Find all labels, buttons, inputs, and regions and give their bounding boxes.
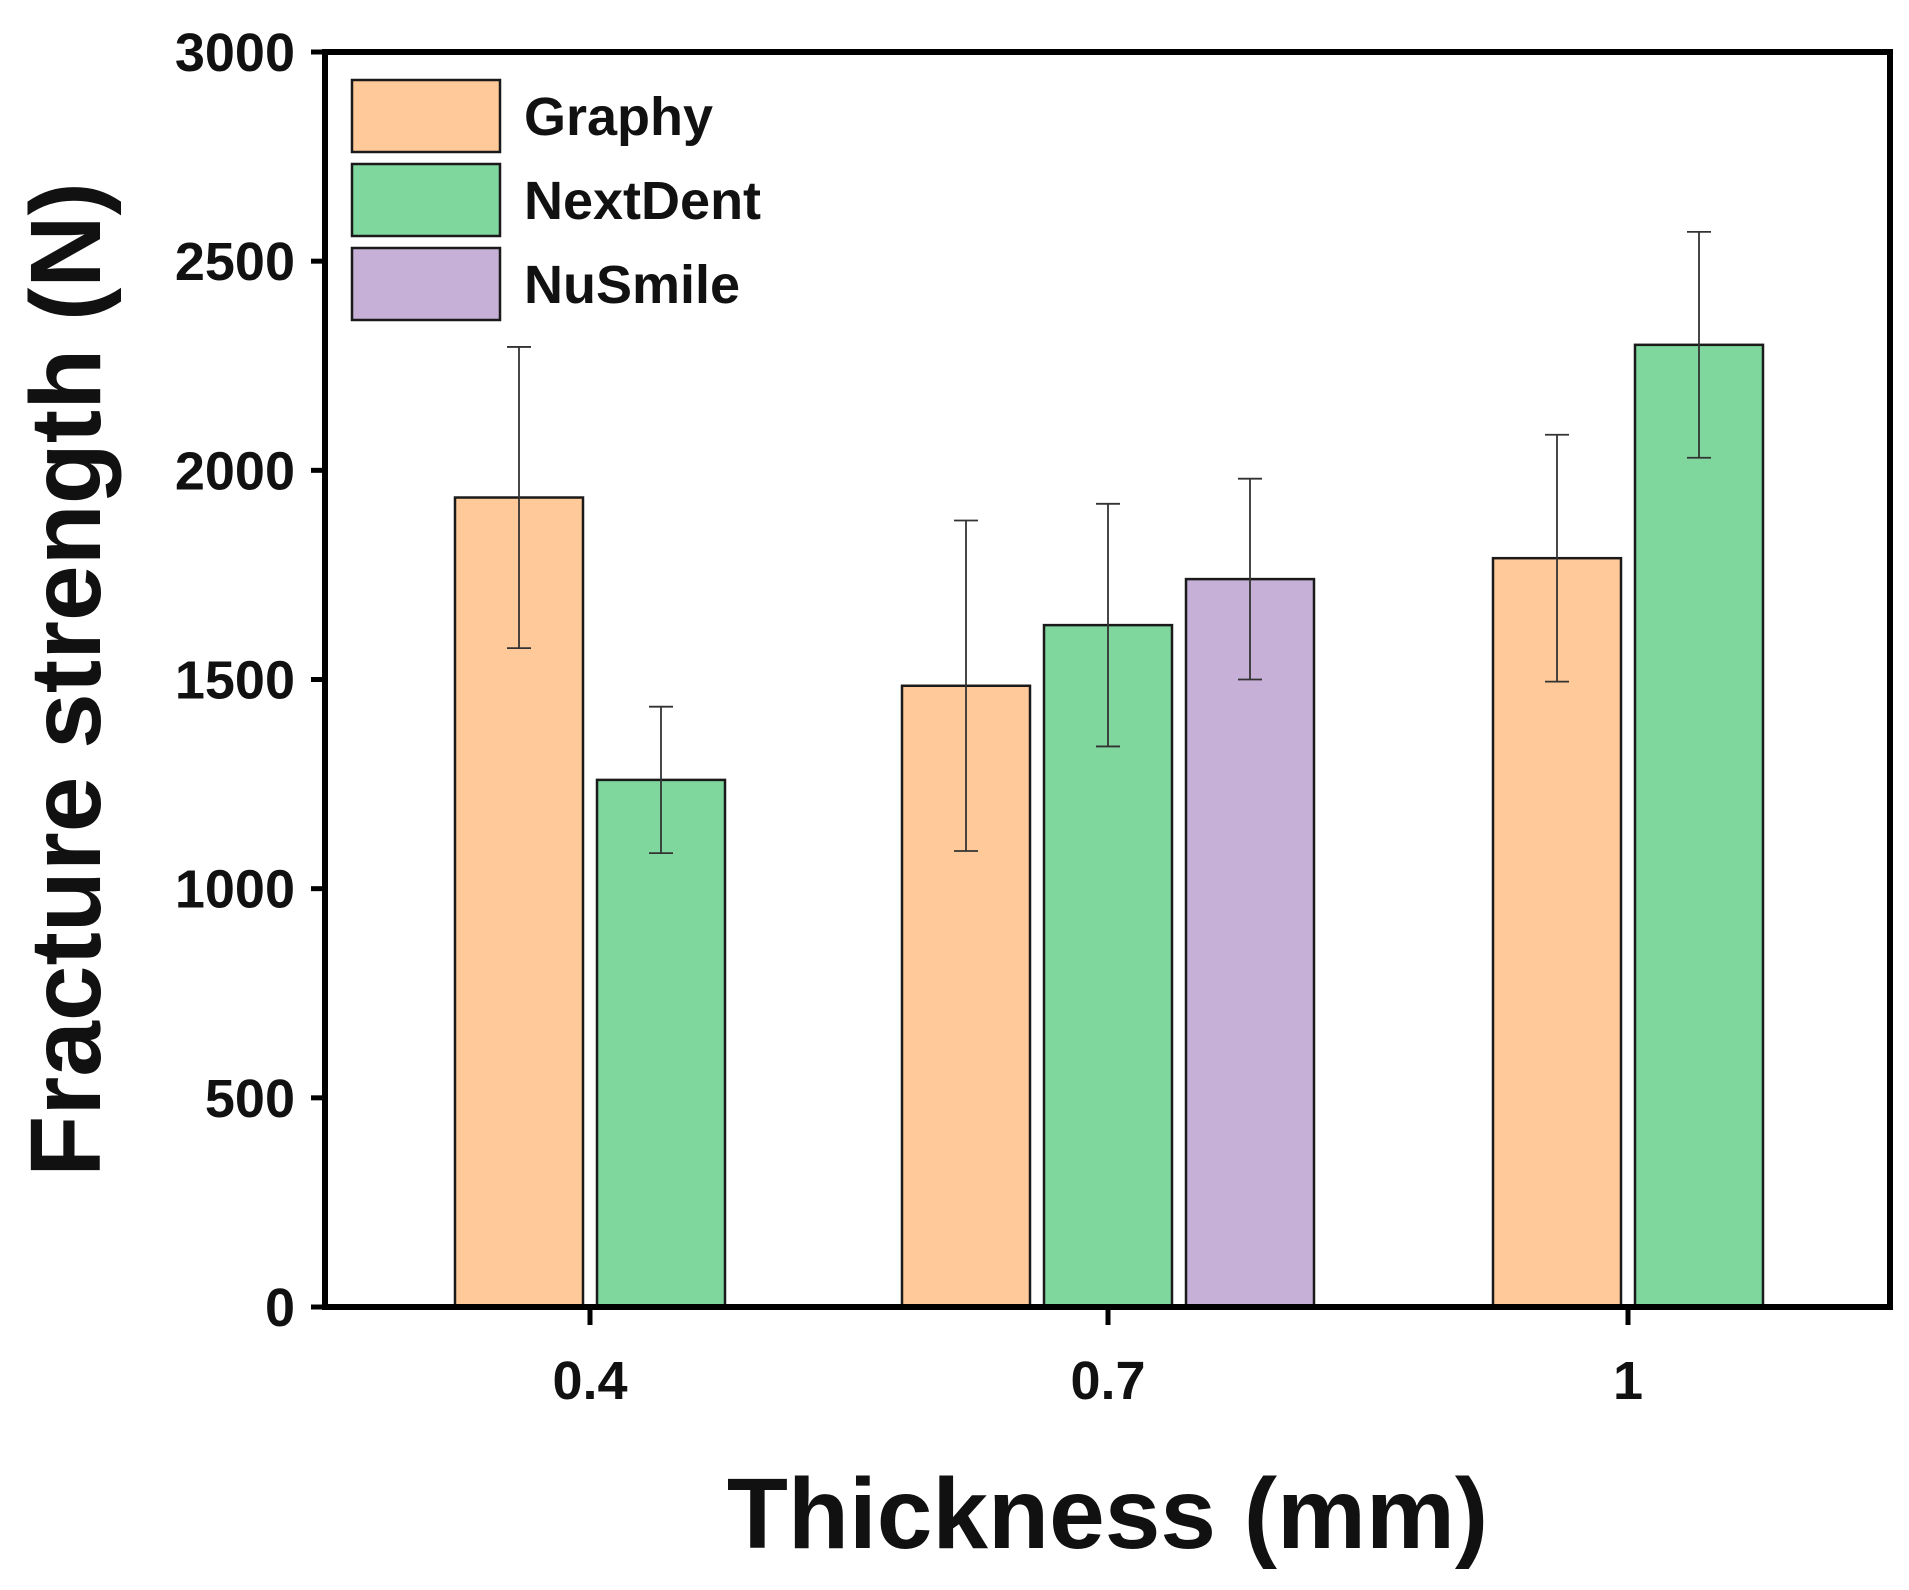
y-tick-label: 500 xyxy=(205,1069,295,1129)
error-bar-nusmile-0.7 xyxy=(1238,477,1262,681)
error-bar-nextdent-0.7 xyxy=(1096,502,1120,748)
y-axis-title: Fracture strength (N) xyxy=(10,182,122,1177)
x-tick-label: 1 xyxy=(1613,1351,1643,1411)
legend: Graphy NextDent NuSmile xyxy=(350,78,761,322)
bar-graphy-1 xyxy=(1491,556,1623,1309)
legend-swatch-nextdent xyxy=(350,162,502,238)
bar-nusmile-0.7 xyxy=(1184,577,1316,1309)
legend-label-nextdent: NextDent xyxy=(524,171,761,231)
error-bar-nextdent-0.4 xyxy=(649,705,673,855)
y-tick-label: 1000 xyxy=(175,860,295,920)
error-bar-graphy-1 xyxy=(1545,433,1569,683)
bars-layer xyxy=(453,343,1765,1309)
x-axis-title: Thickness (mm) xyxy=(727,1458,1488,1570)
error-bar-graphy-0.4 xyxy=(507,346,531,650)
error-bar-nextdent-1 xyxy=(1687,230,1711,459)
legend-label-graphy: Graphy xyxy=(524,87,713,147)
x-axis: 0.4 0.7 1 xyxy=(552,1307,1643,1411)
y-tick-label: 1500 xyxy=(175,651,295,711)
y-tick-label: 2000 xyxy=(175,441,295,501)
legend-label-nusmile: NuSmile xyxy=(524,255,740,315)
error-bar-graphy-0.7 xyxy=(954,519,978,852)
legend-swatch-graphy xyxy=(350,78,502,154)
x-tick-label: 0.7 xyxy=(1070,1351,1145,1411)
bar-nextdent-0.4 xyxy=(595,778,727,1309)
error-bars-layer xyxy=(507,230,1711,855)
y-axis: 0 500 1000 1500 2000 2500 3000 xyxy=(175,23,325,1338)
y-tick-label: 3000 xyxy=(175,23,295,83)
x-tick-label: 0.4 xyxy=(552,1351,627,1411)
legend-swatch-nusmile xyxy=(350,246,502,322)
y-tick-label: 0 xyxy=(265,1278,295,1338)
bar-nextdent-1 xyxy=(1633,343,1765,1309)
y-tick-label: 2500 xyxy=(175,232,295,292)
